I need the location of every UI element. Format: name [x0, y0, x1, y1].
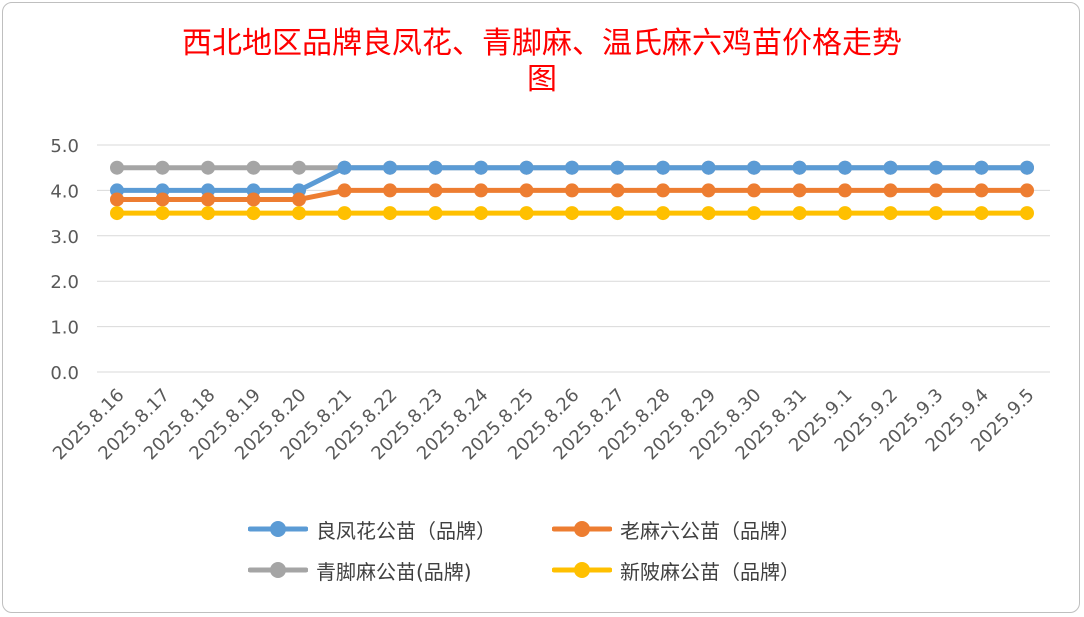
data-point [246, 192, 261, 207]
data-point [974, 206, 989, 221]
data-point [838, 160, 852, 175]
data-point [474, 183, 488, 198]
data-point [337, 206, 352, 221]
data-point [201, 192, 215, 207]
data-point [838, 183, 852, 198]
data-point [474, 206, 488, 221]
data-point [883, 206, 898, 221]
data-point [883, 160, 898, 175]
x-axis-ticks: 2025.8.162025.8.172025.8.182025.8.192025… [49, 385, 1039, 465]
data-point [565, 183, 579, 198]
data-point [246, 160, 261, 175]
data-point [838, 206, 852, 221]
data-point [155, 206, 170, 221]
y-tick-label: 1.0 [50, 318, 79, 339]
data-point [929, 183, 943, 198]
data-point [519, 183, 534, 198]
data-point [1020, 206, 1034, 221]
series-points [110, 160, 1034, 221]
data-point [974, 183, 989, 198]
data-point [747, 160, 761, 175]
data-point [292, 206, 306, 221]
data-point [292, 192, 306, 207]
data-point [974, 160, 989, 175]
data-point [929, 160, 943, 175]
y-tick-label: 3.0 [50, 227, 79, 248]
data-point [155, 160, 170, 175]
data-point [1020, 183, 1034, 198]
chart-title-line-1: 西北地区品牌良凤花、青脚麻、温氏麻六鸡苗价格走势 [182, 26, 902, 61]
data-point [383, 206, 397, 221]
data-point [701, 206, 716, 221]
data-point [383, 183, 397, 198]
y-tick-label: 5.0 [50, 136, 79, 157]
data-point [110, 192, 124, 207]
data-point [610, 183, 625, 198]
gridlines [97, 144, 1050, 373]
data-point [610, 160, 625, 175]
data-point [155, 192, 170, 207]
data-point [929, 206, 943, 221]
y-axis-ticks: 0.0 1.0 2.0 3.0 4.0 5.0 [50, 136, 79, 384]
data-point [656, 183, 670, 198]
data-point [656, 206, 670, 221]
data-point [292, 160, 306, 175]
data-point [883, 183, 898, 198]
data-point [428, 183, 443, 198]
y-tick-label: 0.0 [50, 363, 79, 384]
data-point [1020, 160, 1034, 175]
data-point [747, 206, 761, 221]
data-point [701, 160, 716, 175]
chart-title-line-2: 图 [527, 62, 557, 97]
data-point [565, 160, 579, 175]
data-point [110, 206, 124, 221]
data-point [747, 183, 761, 198]
data-point [383, 160, 397, 175]
y-tick-label: 4.0 [50, 181, 79, 202]
data-point [792, 183, 807, 198]
chart-title: 西北地区品牌良凤花、青脚麻、温氏麻六鸡苗价格走势 图 [0, 26, 1084, 98]
data-point [519, 206, 534, 221]
data-point [337, 160, 352, 175]
data-point [201, 206, 215, 221]
data-point [792, 160, 807, 175]
data-point [246, 206, 261, 221]
data-point [565, 206, 579, 221]
data-point [428, 160, 443, 175]
data-point [519, 160, 534, 175]
data-point [656, 160, 670, 175]
data-point [474, 160, 488, 175]
data-point [701, 183, 716, 198]
data-point [337, 183, 352, 198]
data-point [201, 160, 215, 175]
data-point [792, 206, 807, 221]
data-point [110, 160, 124, 175]
y-tick-label: 2.0 [50, 272, 79, 293]
data-point [428, 206, 443, 221]
data-point [610, 206, 625, 221]
